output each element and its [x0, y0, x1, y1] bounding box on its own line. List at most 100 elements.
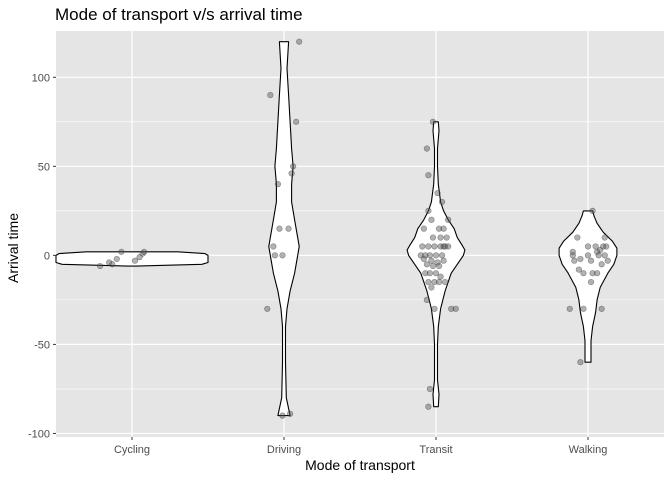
data-point: [429, 234, 437, 241]
data-point: [445, 216, 452, 223]
data-point: [264, 305, 271, 312]
data-point: [420, 255, 427, 263]
data-point: [584, 252, 592, 259]
data-point: [276, 225, 283, 232]
data-point: [422, 270, 429, 277]
data-point: [445, 243, 452, 250]
data-point: [437, 273, 444, 280]
data-point: [296, 38, 303, 45]
violin-transit: [406, 121, 466, 408]
data-point: [431, 278, 438, 286]
data-point: [440, 243, 447, 250]
data-point: [438, 252, 446, 259]
data-point: [587, 257, 595, 264]
data-point: [435, 262, 443, 270]
data-point: [425, 207, 432, 214]
data-point: [293, 118, 300, 125]
data-point: [109, 261, 116, 268]
data-point: [435, 225, 443, 232]
data-point: [274, 181, 282, 188]
x-tick-label: Walking: [569, 444, 608, 456]
data-point: [580, 270, 587, 277]
data-point: [594, 270, 601, 277]
data-point: [286, 410, 294, 417]
data-point: [566, 305, 573, 312]
data-point: [96, 262, 104, 270]
data-point: [432, 252, 440, 259]
data-point: [598, 261, 605, 268]
data-point: [603, 243, 610, 250]
data-point: [271, 252, 278, 259]
data-point: [422, 252, 429, 259]
data-point: [431, 305, 438, 312]
data-point: [423, 145, 430, 152]
data-point: [604, 257, 611, 264]
data-point: [577, 359, 584, 366]
data-point: [426, 252, 434, 259]
data-point: [290, 163, 297, 170]
x-tick-label: Cycling: [114, 444, 150, 456]
data-point: [425, 172, 432, 179]
data-point: [429, 262, 437, 270]
data-point: [423, 296, 430, 303]
data-point: [580, 305, 587, 312]
data-point: [425, 403, 432, 410]
data-point: [435, 278, 443, 286]
data-point: [598, 305, 605, 312]
violin-driving: [268, 41, 300, 417]
y-axis-title: Arrival time: [5, 213, 21, 283]
data-point: [279, 252, 286, 259]
data-point: [443, 234, 450, 241]
violins: [55, 41, 618, 417]
data-point: [425, 243, 432, 250]
data-point: [426, 270, 434, 277]
data-point: [288, 170, 295, 177]
data-point: [601, 234, 608, 241]
data-point: [434, 259, 441, 266]
data-point: [428, 216, 435, 223]
y-axis: -100 -50 0 50 100: [28, 72, 56, 440]
data-point: [426, 385, 434, 393]
data-point: [569, 252, 576, 259]
data-point: [442, 278, 449, 286]
y-tick-label: -100: [28, 428, 50, 440]
data-points: [96, 38, 611, 419]
violin-cycling: [55, 251, 209, 267]
data-point: [434, 189, 441, 197]
data-point: [118, 248, 125, 255]
data-point: [425, 278, 432, 286]
plot-panel: [56, 31, 664, 437]
data-point: [113, 255, 120, 263]
data-point: [438, 198, 446, 206]
data-point: [448, 305, 455, 312]
y-tick-label: -50: [34, 339, 50, 351]
y-tick-label: 100: [32, 72, 50, 84]
data-point: [279, 412, 286, 419]
data-point: [574, 234, 581, 241]
y-tick-label: 50: [38, 161, 50, 173]
data-point: [584, 243, 592, 250]
data-point: [595, 252, 602, 259]
chart-title: Mode of transport v/s arrival time: [55, 5, 303, 24]
data-point: [452, 305, 459, 312]
x-tick-label: Driving: [267, 444, 301, 456]
data-point: [270, 243, 277, 250]
data-point: [106, 259, 113, 266]
data-point: [577, 255, 584, 263]
data-point: [594, 248, 601, 255]
data-point: [420, 225, 427, 232]
data-point: [437, 234, 444, 241]
data-point: [419, 243, 426, 250]
data-point: [601, 252, 608, 259]
data-point: [267, 92, 274, 99]
data-point: [589, 270, 596, 277]
data-point: [423, 261, 430, 268]
data-point: [285, 225, 292, 232]
data-point: [141, 248, 148, 255]
data-point: [589, 207, 596, 214]
x-tick-label: Transit: [419, 444, 452, 456]
y-tick-label: 0: [44, 250, 50, 262]
x-axis: Cycling Driving Transit Walking: [114, 437, 607, 456]
data-point: [429, 118, 437, 125]
